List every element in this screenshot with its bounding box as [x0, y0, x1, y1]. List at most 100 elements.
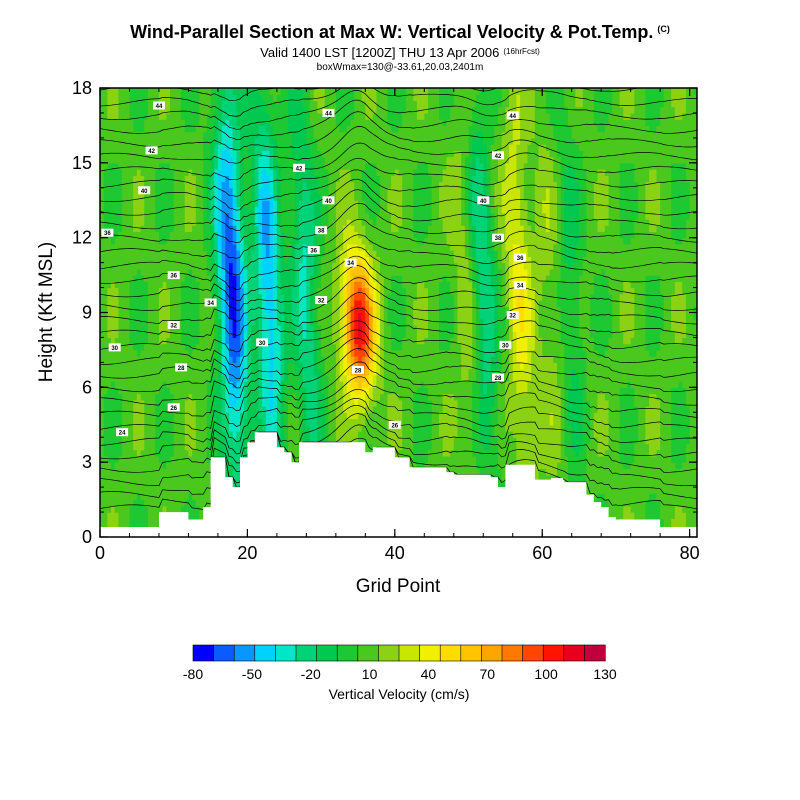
colorbar-swatch — [419, 644, 441, 662]
colorbar-swatch — [522, 644, 544, 662]
theta-contour-line — [100, 320, 697, 368]
y-tick-label: 12 — [72, 228, 92, 248]
theta-contours — [100, 32, 697, 510]
colorbar-swatch — [542, 644, 565, 662]
contour-label: 24 — [116, 428, 129, 437]
theta-contour-line — [100, 376, 697, 432]
theta-contour-line — [100, 265, 697, 311]
colorbar-swatch — [295, 644, 318, 662]
colorbar-swatch — [336, 644, 359, 662]
theta-contour-line — [100, 348, 697, 406]
theta-contour-line — [100, 142, 697, 181]
colorbar-swatch — [233, 644, 256, 662]
theta-contour-line — [100, 307, 697, 353]
chart-title: Wind-Parallel Section at Max W: Vertical… — [130, 22, 670, 42]
colorbar-label: 40 — [421, 666, 437, 682]
terrain — [100, 432, 697, 537]
colorbar-swatch — [192, 644, 215, 662]
x-tick-label: 40 — [385, 543, 405, 563]
contour-label: 36 — [101, 228, 114, 237]
contour-label: 36 — [307, 246, 320, 255]
y-tick-label: 18 — [72, 78, 92, 98]
contour-label: 40 — [322, 196, 335, 205]
contour-label: 34 — [204, 298, 217, 307]
colorbar-swatch — [254, 644, 277, 662]
contour-label: 42 — [492, 151, 504, 160]
colorbar-swatch — [213, 644, 235, 662]
colorbar-label: 130 — [593, 666, 617, 682]
contour-label: 36 — [167, 271, 180, 280]
theta-contour-line — [100, 88, 641, 101]
chart-subtitle-2: boxWmax=130@-33.61,20.03,2401m — [316, 62, 484, 73]
contour-label: 26 — [167, 403, 180, 412]
contour-label: 30 — [256, 338, 269, 347]
colorbar-label: 10 — [362, 666, 378, 682]
colorbar-swatch — [460, 644, 482, 662]
theta-contour-line — [100, 32, 697, 68]
contour-label: 44 — [153, 101, 165, 110]
contour-label: 28 — [492, 373, 504, 382]
contour-labels: 44 42 40 36 36 34 32 30 28 26 24 44 42 40 38 36 34 32 30 28… — [101, 101, 563, 487]
colorbar-title: Vertical Velocity (cm/s) — [329, 686, 470, 702]
contour-label: 44 — [322, 108, 335, 117]
contour-label: 40 — [138, 186, 151, 195]
colorbar-swatch — [439, 644, 462, 662]
theta-contour-line — [100, 111, 697, 151]
colorbar-label: -20 — [301, 666, 321, 682]
colorbar-label: -80 — [183, 666, 203, 682]
x-tick-label: 60 — [532, 543, 552, 563]
colorbar-swatch — [398, 644, 421, 662]
theta-contour-line — [100, 169, 697, 211]
theta-contour-line — [100, 88, 697, 117]
contour-label: 32 — [315, 296, 328, 305]
x-tick-label: 0 — [95, 543, 105, 563]
theta-contour-line — [100, 361, 697, 418]
theta-contour-line — [100, 337, 697, 393]
colorbar-label: 70 — [480, 666, 496, 682]
theta-contour-line — [100, 292, 697, 338]
theta-contour-line — [100, 277, 697, 325]
contour-label: 28 — [352, 365, 364, 374]
contour-label: 30 — [108, 343, 121, 352]
contour-label: 42 — [145, 146, 158, 155]
axes: 0 20 40 60 80 0 36 9 12 15 18 — [72, 78, 700, 563]
contour-label: 34 — [514, 281, 527, 290]
contour-label: 36 — [514, 253, 527, 262]
colorbar-swatch — [357, 644, 379, 662]
x-tick-label: 20 — [237, 543, 257, 563]
contour-label: 34 — [344, 258, 357, 267]
colorbar-swatch — [584, 644, 606, 662]
colorbar-label: 100 — [534, 666, 558, 682]
colorbar: -80 -50 -20 10 40 70 100 130 — [183, 644, 617, 682]
theta-contour-line — [100, 218, 697, 259]
y-axis-title: Height (Kft MSL) — [36, 242, 57, 382]
theta-contour-line — [100, 413, 697, 487]
contour-label: 42 — [293, 163, 305, 172]
y-tick-label: 9 — [82, 303, 92, 323]
contour-label: 30 — [499, 340, 512, 349]
colorbar-swatch — [563, 644, 585, 662]
colorbar-label: -50 — [242, 666, 262, 682]
colorbar-swatch — [501, 644, 524, 662]
chart-subtitle: Valid 1400 LST [1200Z] THU 13 Apr 2006 (1… — [260, 45, 540, 60]
x-axis-title: Grid Point — [356, 576, 441, 597]
x-tick-label: 80 — [680, 543, 700, 563]
contour-label: 40 — [477, 196, 490, 205]
contour-label: 28 — [175, 363, 188, 372]
y-tick-label: 0 — [82, 527, 92, 547]
terrain-fill — [100, 432, 697, 537]
theta-contour-line — [100, 234, 697, 276]
colorbar-swatch — [316, 644, 338, 662]
colorbar-swatch — [275, 644, 297, 662]
colorbar-swatch — [378, 644, 400, 662]
theta-contour-line — [100, 99, 697, 140]
theta-contour-line — [100, 246, 697, 290]
colorbar-swatch — [481, 644, 503, 662]
contour-label: 44 — [506, 111, 519, 120]
y-tick-label: 15 — [72, 153, 92, 173]
y-tick-label: 6 — [82, 377, 92, 397]
theta-contour-line — [100, 202, 697, 244]
contour-label: 38 — [315, 226, 328, 235]
theta-contour-line — [100, 424, 697, 499]
